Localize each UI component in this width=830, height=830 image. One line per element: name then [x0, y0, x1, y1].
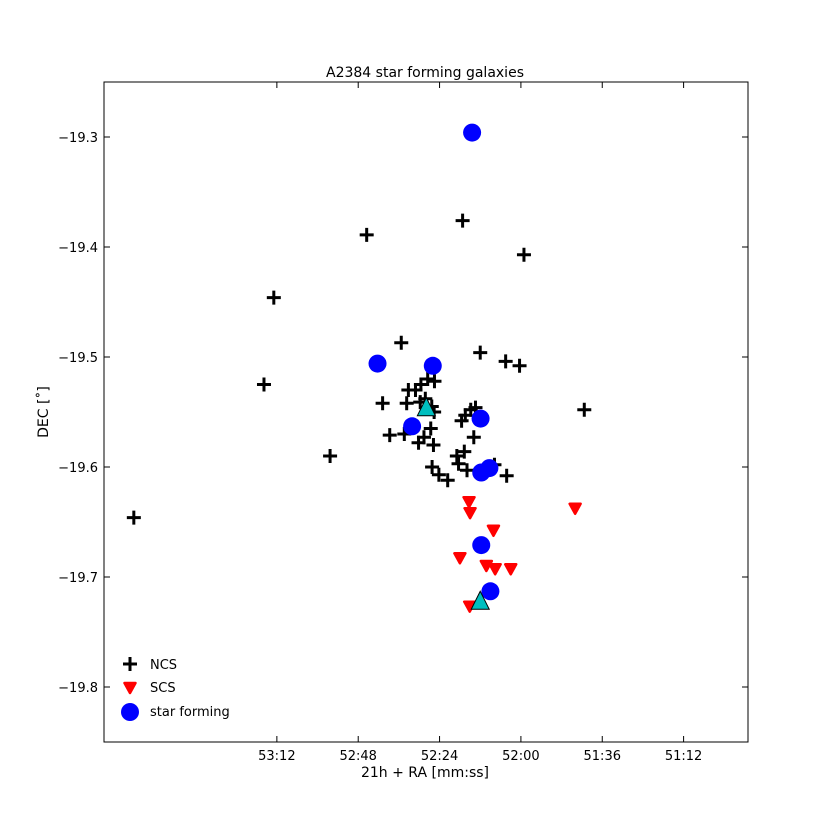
data-point-triangle-up	[416, 396, 437, 417]
y-tick-label: −19.8	[58, 681, 98, 696]
x-axis-label: 21h + RA [mm:ss]	[361, 765, 489, 781]
data-point-ncs	[323, 449, 338, 463]
y-tick-label: −19.3	[58, 131, 98, 146]
plot-frame	[103, 81, 749, 743]
series-scs	[453, 495, 582, 613]
data-point-scs	[568, 502, 582, 516]
series-ncs	[126, 213, 592, 525]
legend-marker-icon	[123, 657, 137, 671]
x-tick-label: 51:36	[584, 749, 621, 764]
y-axis: −19.3 −19.4 −19.5 −19.6 −19.7 −19.8	[58, 131, 748, 696]
legend-marker-ncs	[123, 657, 137, 671]
data-point-ncs	[420, 372, 435, 386]
data-point-ncs	[512, 358, 527, 373]
x-tick-label: 51:12	[665, 749, 702, 764]
x-tick-label: 52:24	[421, 749, 458, 764]
data-point-ncs	[126, 510, 141, 525]
chart-title: A2384 star forming galaxies	[326, 65, 524, 81]
data-point-star-forming	[463, 123, 482, 142]
data-points	[126, 123, 592, 613]
data-point-star-forming	[481, 582, 500, 601]
data-point-scs	[486, 524, 501, 538]
legend-marker-icon	[121, 703, 139, 721]
data-point-ncs	[266, 290, 281, 305]
data-point-scs	[453, 552, 467, 565]
data-point-scs	[462, 495, 476, 509]
y-tick-label: −19.7	[58, 571, 98, 586]
y-tick-label: −19.6	[58, 461, 98, 476]
data-point-ncs	[473, 345, 488, 360]
data-point-ncs	[394, 335, 409, 350]
data-point-ncs	[499, 468, 514, 483]
y-axis-label: DEC [˚]	[35, 386, 52, 438]
data-point-triangle-up	[470, 590, 491, 610]
data-point-ncs	[440, 473, 455, 488]
series-triangle-up	[416, 396, 491, 610]
legend-marker-star-forming	[121, 703, 139, 721]
data-point-ncs	[457, 444, 472, 459]
data-point-star-forming	[368, 354, 387, 373]
data-point-star-forming	[471, 409, 490, 428]
legend-marker-scs	[123, 681, 137, 695]
x-axis: 53:12 52:48 52:24 52:00 51:36 51:12	[258, 82, 702, 764]
data-point-star-forming	[480, 459, 499, 478]
legend: NCS SCS star forming	[121, 657, 230, 721]
legend-label-scs: SCS	[150, 681, 176, 696]
data-point-ncs	[423, 421, 438, 436]
data-point-ncs	[451, 456, 466, 471]
y-tick-label: −19.4	[58, 241, 98, 256]
data-point-ncs	[256, 377, 271, 392]
x-tick-label: 52:48	[339, 749, 376, 764]
x-tick-label: 52:00	[502, 749, 539, 764]
data-point-ncs	[466, 430, 481, 445]
data-point-ncs	[359, 227, 374, 242]
data-point-ncs	[498, 354, 513, 369]
data-point-ncs	[427, 374, 442, 389]
data-point-scs	[463, 506, 477, 520]
legend-marker-icon	[123, 681, 137, 695]
data-point-scs	[503, 563, 518, 576]
data-point-ncs	[416, 430, 431, 445]
x-tick-label: 53:12	[258, 749, 295, 764]
data-point-ncs	[449, 449, 464, 463]
data-point-ncs	[577, 402, 592, 417]
data-point-star-forming	[472, 536, 491, 555]
data-point-scs	[488, 563, 502, 576]
data-point-star-forming	[403, 417, 422, 436]
series-star-forming	[368, 123, 500, 601]
legend-label-star-forming: star forming	[150, 705, 230, 720]
data-point-star-forming	[423, 356, 442, 375]
data-point-ncs	[455, 213, 470, 228]
y-tick-label: −19.5	[58, 351, 98, 366]
legend-label-ncs: NCS	[150, 658, 177, 673]
data-point-ncs	[425, 460, 440, 474]
data-point-ncs	[516, 247, 531, 262]
data-point-ncs	[382, 428, 397, 443]
data-point-ncs	[375, 396, 390, 411]
data-point-ncs	[431, 467, 446, 482]
data-point-ncs	[426, 438, 441, 452]
data-point-ncs	[460, 463, 475, 478]
data-point-ncs	[399, 396, 414, 411]
